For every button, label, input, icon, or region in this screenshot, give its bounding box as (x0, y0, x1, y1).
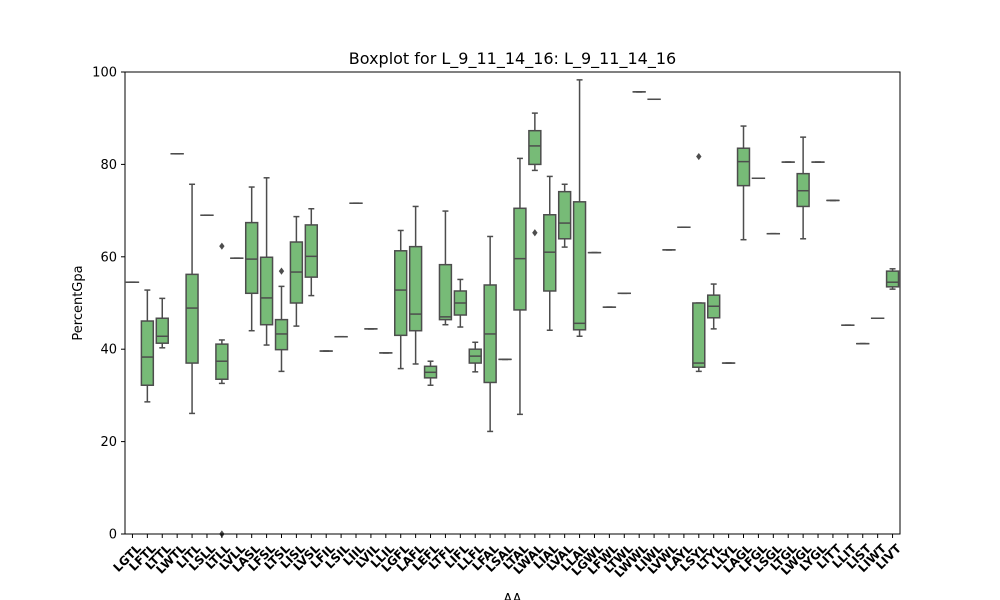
y-tick-label: 0 (109, 528, 117, 543)
box-group (394, 229, 408, 370)
box (885, 270, 900, 288)
box-group (259, 177, 274, 346)
box-group (736, 125, 751, 241)
box (736, 147, 751, 187)
box (394, 250, 408, 337)
box (304, 224, 319, 278)
box-group (304, 208, 319, 297)
box (185, 273, 199, 364)
y-tick-label: 80 (100, 158, 117, 173)
box-group (543, 175, 557, 332)
box-group (244, 186, 259, 332)
y-tick-label: 100 (92, 66, 117, 81)
box (155, 317, 169, 344)
outlier-point (532, 229, 538, 237)
y-tick-label: 40 (100, 343, 117, 358)
box (408, 245, 423, 332)
box-group (528, 112, 542, 237)
box (692, 302, 706, 368)
box-group (140, 289, 155, 403)
box (572, 201, 587, 331)
box-group (289, 215, 304, 327)
box-group (796, 136, 810, 240)
box (438, 263, 453, 321)
chart-title: Boxplot for L_9_11_14_16: L_9_11_14_16 (349, 49, 676, 69)
y-tick-label: 20 (100, 435, 117, 450)
box-group (706, 283, 721, 330)
box-group (274, 267, 289, 373)
box-group (423, 360, 438, 386)
box (244, 221, 259, 295)
y-tick-label: 60 (100, 250, 117, 265)
y-axis-label: PercentGpa (71, 265, 86, 340)
plot-area (125, 79, 900, 538)
box-group (885, 268, 900, 290)
outlier-point (696, 152, 702, 161)
outlier-point (278, 267, 285, 275)
box-group (185, 183, 199, 415)
box (140, 320, 155, 386)
box-group (408, 205, 423, 365)
axes-frame (124, 71, 901, 535)
box-group (557, 183, 572, 248)
box-group (692, 152, 706, 373)
box (557, 190, 572, 240)
box (528, 129, 542, 166)
box-group (453, 278, 468, 328)
outlier-point (219, 242, 225, 250)
box-group (155, 297, 169, 349)
box-group (572, 79, 587, 338)
box (259, 256, 274, 326)
x-axis-label: AA (503, 592, 521, 600)
box-group (438, 210, 453, 326)
box-group (468, 341, 482, 373)
box-group (513, 157, 527, 416)
y-axis: 0 20 40 60 80 100 (92, 66, 125, 543)
box-group (483, 235, 497, 433)
